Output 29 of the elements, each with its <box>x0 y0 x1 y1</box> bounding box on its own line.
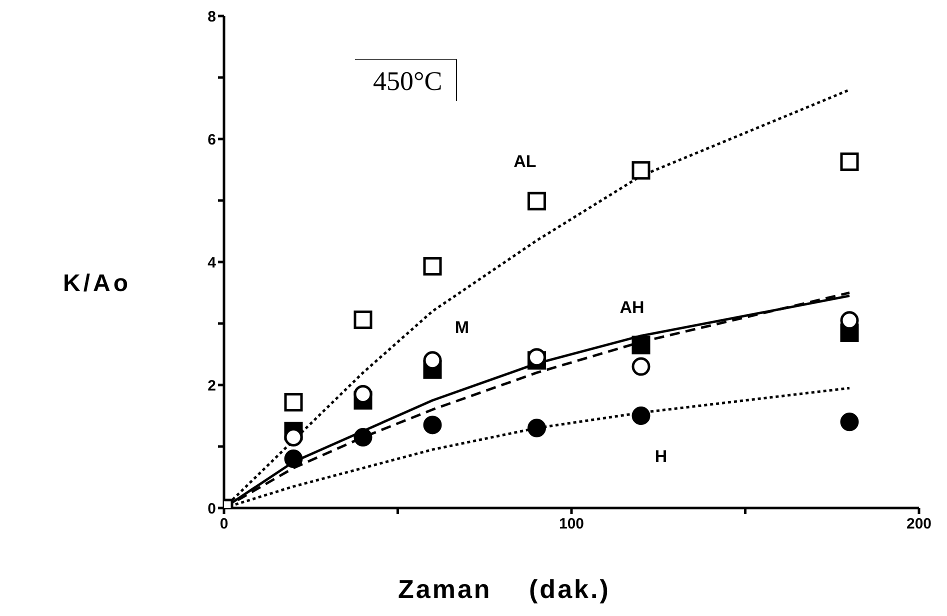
point <box>528 418 546 438</box>
point <box>528 192 546 210</box>
annotation: AH <box>618 298 646 318</box>
x-tick-label: 100 <box>558 516 584 533</box>
x-tick-label: 0 <box>220 516 228 533</box>
point <box>354 310 372 330</box>
point <box>632 161 650 180</box>
y-tick-label: 8 <box>208 8 216 26</box>
point <box>840 412 859 432</box>
point <box>284 450 303 468</box>
point <box>284 392 303 412</box>
point <box>632 406 650 425</box>
point <box>423 257 442 276</box>
point <box>632 357 650 376</box>
annotation: H <box>654 447 668 467</box>
point <box>354 428 372 447</box>
y-tick-label: 2 <box>208 377 216 394</box>
x-axis-title: Zaman (dak.) <box>398 574 610 605</box>
annotation: M <box>454 318 470 338</box>
point <box>423 416 442 434</box>
y-tick-label: 0 <box>208 500 216 518</box>
y-tick-label: 6 <box>208 131 216 148</box>
annotation: AL <box>512 152 538 172</box>
y-tick-label: 4 <box>208 254 217 272</box>
x-tick-label: 200 <box>906 516 932 533</box>
point <box>632 336 650 354</box>
point <box>840 152 859 172</box>
annotation: 450°C <box>355 59 458 101</box>
y-axis-title: K/Ao <box>63 270 131 298</box>
